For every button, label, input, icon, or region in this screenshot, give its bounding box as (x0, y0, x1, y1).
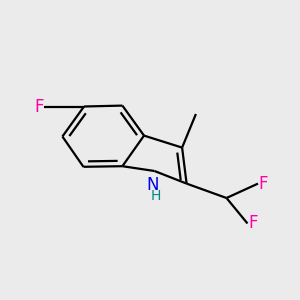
Text: F: F (34, 98, 44, 116)
Text: F: F (259, 175, 268, 193)
Text: N: N (147, 176, 159, 194)
Text: H: H (151, 189, 161, 202)
Text: F: F (248, 214, 258, 232)
